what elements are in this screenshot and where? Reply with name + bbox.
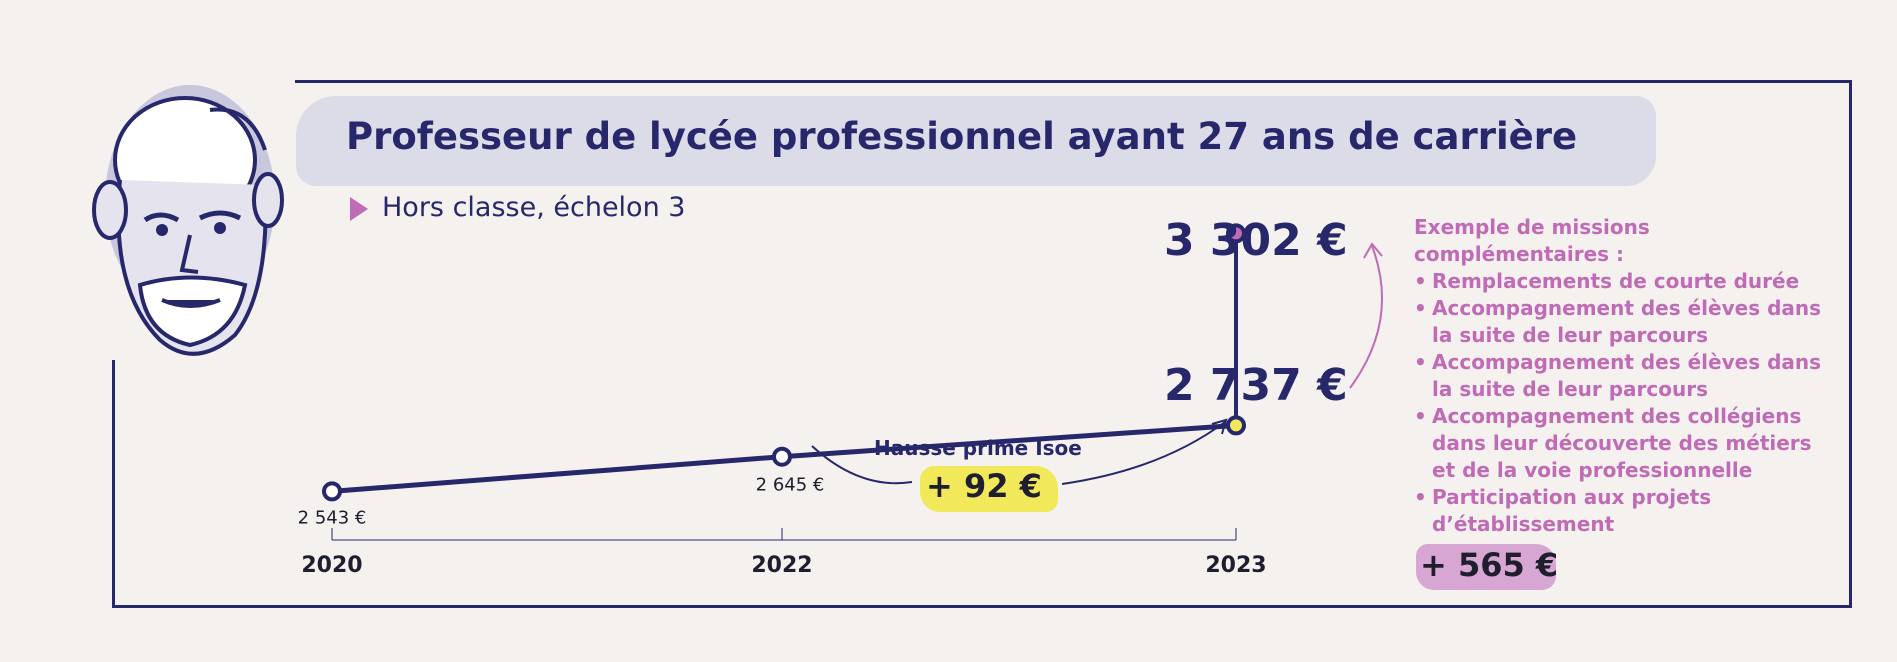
missions-item: Participation aux projets d’établissemen… [1414,484,1834,538]
x-tick-label: 2022 [751,553,812,578]
title-band [296,96,1656,186]
data-label: 2 645 € [756,475,825,496]
missions-arrow [1349,245,1383,389]
play-triangle-icon [350,197,368,221]
missions-item: Accompagnement des élèves dans la suite … [1414,295,1834,349]
isoe-arrow-head [1211,418,1228,435]
missions-list: Remplacements de courte durée Accompagne… [1414,268,1834,538]
data-point [772,446,792,467]
missions-item: Accompagnement des élèves dans la suite … [1414,349,1834,403]
data-label: 2 543 € [298,507,367,528]
missions-arrow-head [1363,242,1383,259]
missions-item: Accompagnement des collégiens dans leur … [1414,403,1834,484]
isoe-value: + 92 € [926,467,1042,505]
isoe-label: Hausse prime Isoe [874,436,1082,460]
x-tick-label: 2023 [1205,553,1266,578]
missions-item: Remplacements de courte durée [1414,268,1834,295]
final-total-value: 3 302 € [1164,215,1348,266]
missions-badge [1416,544,1556,590]
missions-heading: Exemple de missions complémentaires : [1414,215,1650,266]
missions-panel: Exemple de missions complémentaires : Re… [1414,214,1834,538]
data-point-total [1226,223,1246,244]
data-point [322,481,342,502]
isoe-badge [920,466,1058,512]
final-base-value: 2 737 € [1164,360,1348,411]
data-point [1226,415,1246,436]
teacher-portrait-icon [92,85,284,356]
missions-value: + 565 € [1420,546,1559,584]
x-tick-label: 2020 [301,553,362,578]
chart-subtitle: Hors classe, échelon 3 [382,192,686,223]
chart-title: Professeur de lycée professionnel ayant … [346,115,1578,158]
